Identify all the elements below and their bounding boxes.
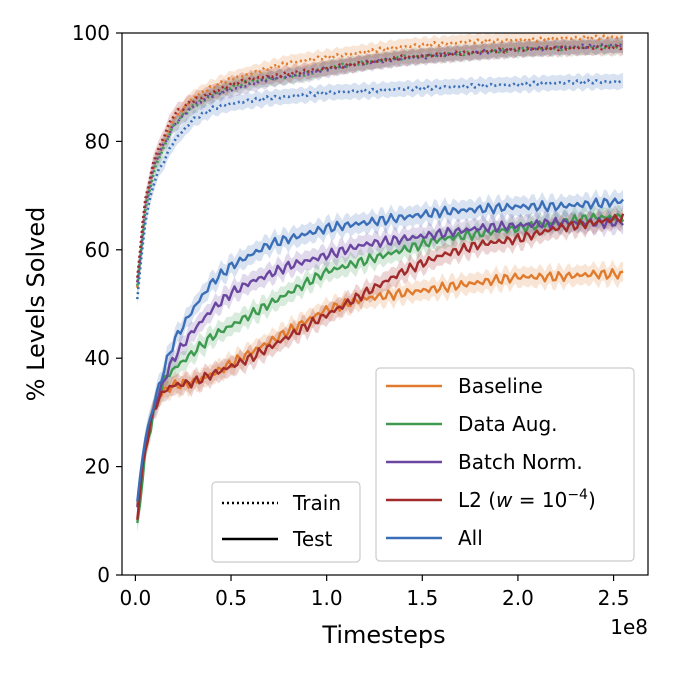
- y-tick-label: 20: [85, 455, 110, 479]
- legend-label-baseline: Baseline: [458, 374, 543, 398]
- legend-label-data-aug: Data Aug.: [458, 412, 558, 436]
- series-line-all-test: [136, 197, 625, 502]
- x-tick-label: 1.5: [406, 586, 438, 610]
- style-legend-test-label: Test: [292, 527, 333, 551]
- legend-label-l2-eq: = 10: [512, 488, 567, 512]
- x-tick-label: 1.0: [311, 586, 343, 610]
- y-tick-label: 40: [85, 346, 110, 370]
- x-tick-label: 2.5: [598, 586, 630, 610]
- y-axis-label: % Levels Solved: [22, 207, 50, 402]
- plot-frame: [121, 32, 649, 576]
- series-legend-frame: [375, 367, 635, 562]
- series-line-data-aug-train: [136, 43, 625, 286]
- legend-label-l2-prefix: L2 (: [458, 488, 496, 512]
- series-line-l2-train: [136, 44, 624, 278]
- legend-label-all: All: [458, 526, 483, 550]
- series-lines: [136, 34, 625, 524]
- legend-label-batch-norm: Batch Norm.: [458, 450, 583, 474]
- y-tick-label: 60: [85, 238, 110, 262]
- x-axis-offset-label: 1e8: [610, 615, 648, 639]
- series-legend: Baseline Data Aug. Batch Norm. L2 (w = 1…: [375, 367, 635, 562]
- style-legend: Train Test: [211, 481, 361, 563]
- x-tick-label: 2.0: [502, 586, 534, 610]
- band-baseline-test: [137, 259, 624, 516]
- x-axis-label: Timesteps: [321, 621, 445, 649]
- legend-label-l2-var: w: [496, 488, 513, 512]
- legend-label-l2: L2 (w = 10−4): [458, 487, 596, 512]
- style-legend-train-label: Train: [292, 491, 341, 515]
- series-line-batch-norm-test: [136, 216, 624, 508]
- band-batch-norm-test: [137, 208, 624, 517]
- series-line-all-train: [136, 78, 624, 300]
- x-axis-ticks: 0.0 0.5 1.0 1.5 2.0 2.5: [119, 575, 629, 610]
- y-tick-label: 100: [72, 21, 110, 45]
- x-tick-label: 0.0: [119, 586, 151, 610]
- y-axis-ticks: 0 20 40 60 80 100: [72, 21, 122, 587]
- series-line-baseline-train: [136, 34, 624, 288]
- legend-label-l2-sup: −4: [567, 487, 588, 503]
- y-tick-label: 80: [85, 129, 110, 153]
- series-line-baseline-test: [136, 268, 624, 506]
- x-tick-label: 0.5: [215, 586, 247, 610]
- legend-label-l2-suffix: ): [588, 488, 596, 512]
- series-line-l2-test: [136, 213, 625, 520]
- y-tick-label: 0: [97, 563, 110, 587]
- series-line-batch-norm-train: [136, 42, 624, 283]
